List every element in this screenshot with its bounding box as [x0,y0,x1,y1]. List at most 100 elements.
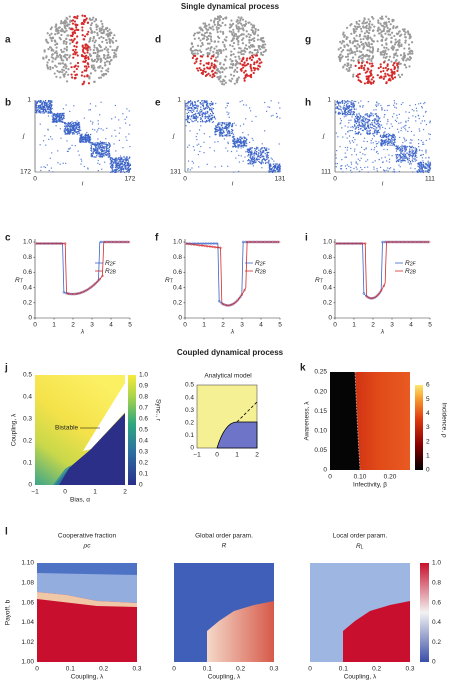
marker [421,240,424,244]
matrix-cell [348,105,350,107]
marker [40,242,43,245]
matrix-cell [186,117,188,119]
brain-node [50,32,53,35]
marker [211,245,214,249]
matrix-cell [79,126,81,128]
matrix-cell [422,161,425,164]
matrix-cell [225,126,227,128]
matrix-cell [393,113,395,115]
matrix-cell [393,143,395,146]
matrix-cell [366,114,368,116]
matrix-cell [121,165,124,167]
matrix-cell [356,144,358,146]
matrix-cell [419,163,421,166]
matrix-cell [118,119,120,121]
panel-label: d [155,35,161,46]
matrix-cell [112,158,114,161]
matrix-cell [393,139,396,141]
matrix-cell [363,116,365,118]
matrix-cell [244,142,246,145]
matrix-cell [245,145,247,147]
brain-node [390,36,393,39]
brain-node [366,61,369,64]
brain-node [251,51,254,54]
matrix-cell [202,114,204,116]
matrix-cell [114,158,116,160]
matrix-cell [190,106,192,108]
matrix-cell [87,136,89,138]
matrix-cell [262,151,264,153]
brain-node [384,50,387,53]
brain-node [368,29,371,32]
matrix-cell [188,106,190,108]
brain-node [47,58,51,62]
matrix-cell [106,150,108,152]
matrix-cell [63,117,65,119]
matrix-cell [219,130,221,133]
matrix-cell [122,160,125,163]
brain-node [363,32,367,35]
matrix-cell [270,171,272,173]
matrix-cell [387,105,389,107]
matrix-cell [351,154,353,156]
matrix-cell [98,155,100,157]
matrix-cell [374,132,376,134]
marker [402,240,406,244]
marker [83,289,87,293]
matrix-cell [415,151,417,154]
matrix-cell [51,101,53,103]
matrix-cell [359,105,361,107]
brain-node [345,68,348,71]
matrix-cell [103,150,105,152]
matrix-cell [245,141,247,143]
matrix-cell [273,165,276,167]
matrix-cell [80,135,83,137]
matrix-cell [341,113,344,116]
matrix-cell [81,136,83,138]
brain-node [355,49,359,53]
brain-node [86,62,89,65]
brain-node [205,62,208,65]
matrix-cell [118,165,120,167]
brain-node [222,83,226,86]
marker [75,292,79,295]
brain-node [69,54,72,57]
matrix-cell [90,148,93,150]
matrix-cell [126,139,128,141]
matrix-cell [417,142,420,145]
matrix-cell [409,142,411,144]
matrix-cell [380,144,382,147]
matrix-cell [398,154,400,156]
matrix-cell [361,124,363,126]
matrix-cell [237,144,239,146]
matrix-cell [126,159,128,161]
matrix-cell [358,131,361,133]
matrix-cell [212,112,214,114]
matrix-cell [126,108,128,110]
matrix-cell [362,126,364,128]
matrix-cell [198,113,200,115]
matrix-cell [398,160,400,163]
matrix-cell [53,119,55,121]
brain-node [58,71,61,74]
brain-node [370,57,374,60]
matrix-cell [335,107,337,109]
x-tick-label: 2 [221,322,225,329]
brain-node [224,16,227,19]
matrix-cell [268,167,271,169]
panel-label: g [305,35,311,46]
matrix-cell [404,153,407,155]
matrix-cell [245,118,247,120]
brain-node [238,57,241,60]
matrix-cell [353,105,355,108]
brain-node [236,19,239,22]
brain-node [248,39,251,42]
matrix-cell [359,159,361,162]
matrix-cell [266,152,268,154]
brain-node [62,50,65,53]
brain-node [399,62,402,65]
matrix-cell [361,119,363,121]
matrix-cell [105,146,108,148]
matrix-cell [77,128,80,131]
brain-node [73,20,77,23]
